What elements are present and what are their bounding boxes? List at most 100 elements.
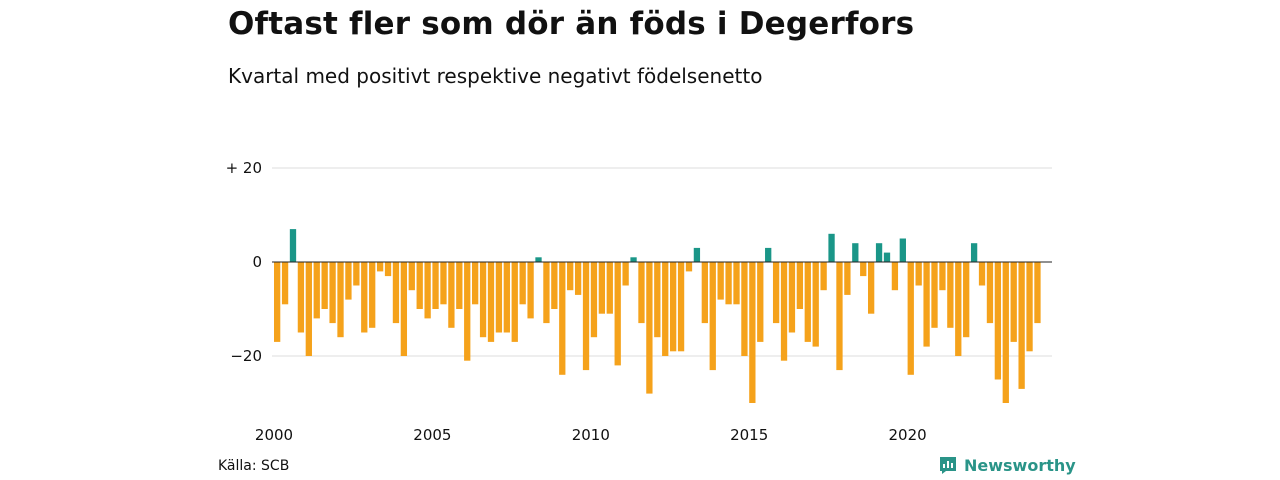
bar bbox=[503, 262, 510, 333]
bar bbox=[733, 262, 740, 305]
bar bbox=[376, 262, 384, 272]
bar bbox=[907, 262, 914, 375]
bar bbox=[868, 262, 875, 314]
bar bbox=[915, 262, 922, 286]
bar bbox=[527, 262, 534, 319]
bar bbox=[329, 262, 336, 324]
bar bbox=[464, 262, 471, 361]
bar bbox=[432, 262, 439, 309]
bar bbox=[281, 262, 289, 305]
bar bbox=[836, 262, 843, 371]
bar bbox=[337, 262, 344, 338]
bar bbox=[392, 262, 400, 324]
bar bbox=[978, 262, 986, 286]
bar bbox=[820, 262, 827, 291]
bar bbox=[725, 262, 732, 305]
bar bbox=[582, 262, 590, 371]
bar bbox=[289, 229, 297, 262]
brand-logo: Newsworthy bbox=[938, 455, 1076, 475]
bar bbox=[567, 262, 574, 291]
bar bbox=[646, 262, 653, 394]
bar bbox=[685, 262, 693, 272]
bar bbox=[701, 262, 708, 324]
bar bbox=[424, 262, 431, 319]
bar bbox=[765, 247, 772, 262]
bar bbox=[598, 262, 606, 314]
bar bbox=[899, 238, 906, 262]
bar bbox=[717, 262, 724, 300]
bar bbox=[511, 262, 518, 342]
y-axis-labels: + 20 0 −20 bbox=[226, 159, 262, 365]
chart-title: Oftast fler som dör än föds i Degerfors bbox=[228, 6, 915, 42]
bar bbox=[670, 262, 677, 352]
bar bbox=[479, 262, 487, 338]
bar bbox=[384, 262, 392, 277]
source-note: Källa: SCB bbox=[218, 458, 290, 474]
bar bbox=[931, 262, 938, 328]
x-tick-label: 2005 bbox=[413, 426, 451, 444]
bar bbox=[313, 262, 320, 319]
bar bbox=[440, 262, 447, 305]
bar bbox=[804, 262, 811, 342]
bar bbox=[875, 243, 883, 262]
newsworthy-logo-icon bbox=[940, 457, 956, 474]
bar bbox=[812, 262, 819, 347]
bar bbox=[630, 257, 637, 262]
bar bbox=[939, 262, 946, 291]
bar bbox=[693, 247, 701, 262]
bar bbox=[757, 262, 764, 342]
bar bbox=[860, 262, 867, 277]
y-tick-label: 0 bbox=[252, 253, 262, 271]
bar bbox=[590, 262, 598, 338]
bar bbox=[662, 262, 669, 356]
bar bbox=[456, 262, 463, 309]
x-tick-label: 2015 bbox=[730, 426, 768, 444]
bar bbox=[749, 262, 756, 403]
bar bbox=[772, 262, 780, 324]
x-tick-label: 2000 bbox=[255, 426, 293, 444]
bar bbox=[741, 262, 748, 356]
bar bbox=[519, 262, 526, 305]
bar bbox=[994, 262, 1002, 380]
bar bbox=[345, 262, 352, 300]
bar bbox=[622, 262, 629, 286]
brand-name: Newsworthy bbox=[964, 455, 1076, 475]
bar bbox=[654, 262, 661, 338]
bar bbox=[947, 262, 954, 328]
bar bbox=[495, 262, 503, 333]
bar bbox=[448, 262, 455, 328]
bar bbox=[614, 262, 621, 366]
x-axis-labels: 2000 2005 2010 2015 2020 bbox=[255, 426, 927, 444]
bar bbox=[305, 262, 312, 356]
bar bbox=[883, 252, 891, 262]
bar bbox=[891, 262, 899, 291]
bar bbox=[408, 262, 415, 291]
bar bbox=[606, 262, 613, 314]
bar bbox=[551, 262, 558, 309]
bar bbox=[543, 262, 550, 324]
bar bbox=[638, 262, 645, 324]
bar bbox=[844, 262, 851, 295]
bar bbox=[487, 262, 495, 342]
y-tick-label: + 20 bbox=[226, 159, 262, 177]
bar bbox=[559, 262, 566, 375]
x-tick-label: 2020 bbox=[889, 426, 927, 444]
chart-subtitle: Kvartal med positivt respektive negativt… bbox=[228, 64, 763, 88]
bar bbox=[1026, 262, 1033, 352]
bar bbox=[1034, 262, 1041, 324]
bar bbox=[955, 262, 962, 356]
bar bbox=[535, 257, 542, 262]
bar bbox=[1010, 262, 1017, 342]
bar bbox=[361, 262, 368, 333]
y-tick-label: −20 bbox=[230, 347, 262, 365]
bar bbox=[574, 262, 582, 295]
bar bbox=[970, 243, 978, 262]
bar bbox=[709, 262, 716, 371]
bar bbox=[780, 262, 788, 361]
bar bbox=[369, 262, 376, 328]
bars bbox=[274, 229, 1041, 403]
bar bbox=[353, 262, 360, 286]
bar bbox=[986, 262, 994, 324]
bar bbox=[1018, 262, 1025, 389]
